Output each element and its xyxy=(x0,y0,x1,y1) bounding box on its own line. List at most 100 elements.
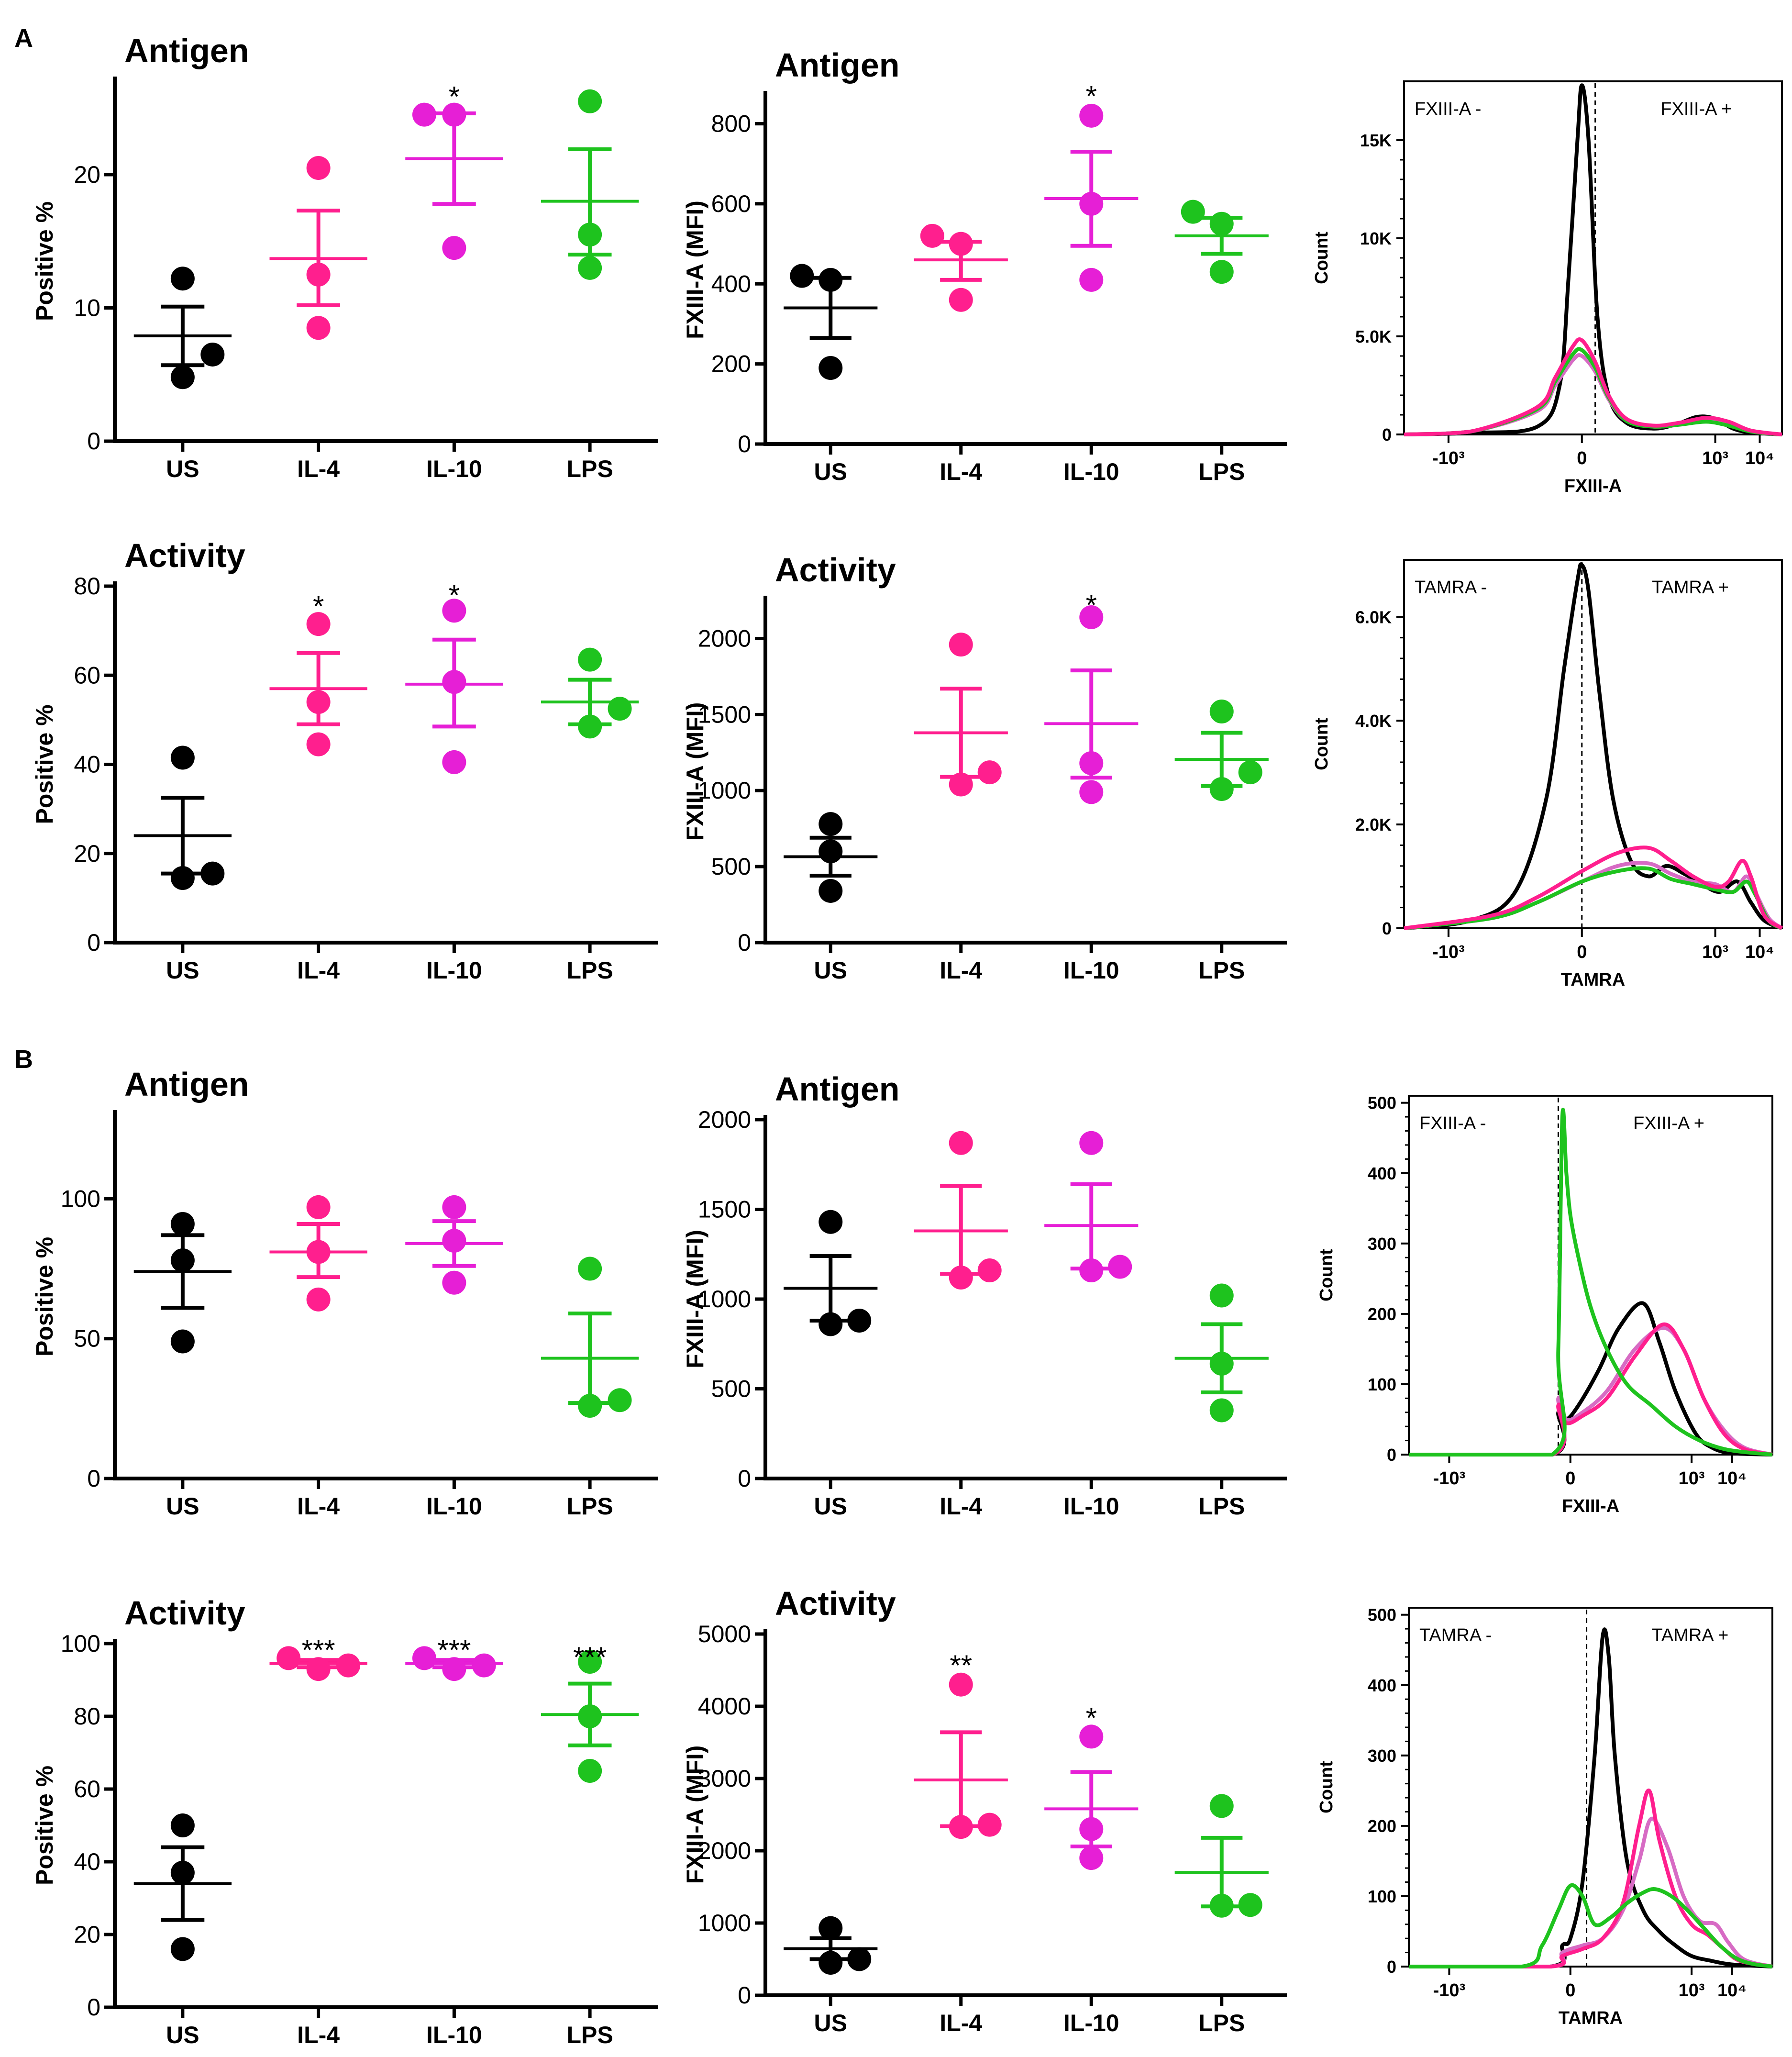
y-tick-label: 500 xyxy=(711,1376,751,1402)
series-us xyxy=(133,267,232,389)
data-point xyxy=(1079,1131,1104,1155)
series-il-4 xyxy=(914,1131,1008,1290)
y-tick-label: 200 xyxy=(1368,1304,1396,1324)
x-tick-label: IL-10 xyxy=(1063,458,1119,485)
x-tick-label: LPS xyxy=(567,2022,613,2048)
data-point xyxy=(1209,1283,1234,1308)
y-tick-label: 1000 xyxy=(698,777,751,804)
y-tick-label: 500 xyxy=(1368,1093,1396,1113)
series-lps xyxy=(1174,699,1269,801)
data-point xyxy=(306,1240,331,1264)
gate-negative-label: TAMRA - xyxy=(1415,578,1487,598)
y-tick-label: 20 xyxy=(74,840,100,867)
x-axis-label: TAMRA xyxy=(1561,970,1625,990)
significance-mark: *** xyxy=(573,1641,607,1673)
y-axis-label: Positive % xyxy=(31,201,58,321)
y-tick-label: 2.0K xyxy=(1355,815,1392,834)
y-axis-label: Count xyxy=(1316,1761,1337,1813)
x-tick-label: -10³ xyxy=(1432,448,1465,468)
x-axis-label: TAMRA xyxy=(1559,2008,1623,2028)
x-tick-label: LPS xyxy=(567,1493,613,1520)
series-lps xyxy=(541,89,639,280)
y-tick-label: 600 xyxy=(711,190,751,217)
data-point xyxy=(949,1266,973,1290)
gate-negative-label: FXIII-A - xyxy=(1419,1113,1486,1134)
scatter-plot-1: 0 10 20 US IL-4 IL-10 LPS Antigen Positive % * xyxy=(31,32,658,482)
data-point xyxy=(819,267,843,292)
y-tick-label: 20 xyxy=(74,1921,100,1948)
data-point xyxy=(200,342,225,367)
series-il-10 xyxy=(1044,103,1139,292)
plot-frame xyxy=(1408,1095,1773,1456)
x-tick-label: 10⁴ xyxy=(1745,942,1774,962)
y-axis-label: FXIII-A (MFI) xyxy=(682,1746,708,1884)
data-point xyxy=(200,861,225,886)
plot-frame xyxy=(1408,1607,1773,1968)
x-tick-label: IL-10 xyxy=(426,456,482,482)
data-point xyxy=(949,1131,973,1155)
y-tick-label: 0 xyxy=(87,929,100,956)
y-tick-label: 0 xyxy=(1382,919,1392,938)
x-tick-label: IL-10 xyxy=(426,2022,482,2048)
gate-positive-label: FXIII-A + xyxy=(1633,1113,1704,1134)
data-point xyxy=(977,1258,1002,1282)
histogram-curve-il-4 xyxy=(1404,845,1783,930)
scatter-plot-2: 0 200 400 600 800 US IL-4 IL-10 LPS Antigen FXIII-… xyxy=(682,46,1287,485)
y-tick-label: 10K xyxy=(1360,229,1392,248)
data-point xyxy=(170,1329,195,1354)
chart-title: Activity xyxy=(775,551,896,589)
y-axis-label: Positive % xyxy=(31,1237,58,1357)
y-axis-label: Count xyxy=(1312,232,1332,284)
series-il-4 xyxy=(269,1646,367,1681)
series-lps xyxy=(541,1256,639,1418)
x-tick-label: IL-4 xyxy=(297,957,340,984)
histogram-curve-il-10 xyxy=(1408,1326,1773,1457)
data-point xyxy=(1079,1817,1104,1841)
x-tick-label: 0 xyxy=(1565,1468,1575,1489)
y-tick-label: 300 xyxy=(1368,1234,1396,1254)
histogram-curve-us xyxy=(1409,1627,1773,1969)
gate-negative-label: FXIII-A - xyxy=(1415,99,1481,119)
data-point xyxy=(819,1210,843,1234)
data-point xyxy=(1209,1352,1234,1376)
y-tick-label: 500 xyxy=(1368,1605,1396,1625)
y-tick-label: 40 xyxy=(74,1848,100,1875)
data-point xyxy=(306,262,331,287)
data-point xyxy=(1209,211,1234,236)
x-tick-label: IL-4 xyxy=(940,458,982,485)
x-tick-label: US xyxy=(814,2010,847,2036)
histogram-4: 0 100 200 300 400 500 -10³ 0 10³ 10⁴ TAMRA Count TAM… xyxy=(1316,1605,1773,2028)
y-axis-label: FXIII-A (MFI) xyxy=(682,702,708,841)
series-us xyxy=(784,1210,878,1336)
x-axis-label: FXIII-A xyxy=(1564,476,1622,496)
data-point xyxy=(170,1248,195,1272)
data-point xyxy=(819,1916,843,1940)
histogram-curve-il-4 xyxy=(1408,1322,1773,1457)
data-point xyxy=(1079,780,1104,804)
y-tick-label: 0 xyxy=(87,428,100,455)
y-tick-label: 1000 xyxy=(698,1910,751,1936)
scatter-plot-3: 0 20 40 60 80 US IL-4 IL-10 LPS Activity Positive … xyxy=(31,537,658,984)
x-tick-label: IL-10 xyxy=(1063,1493,1119,1520)
data-point xyxy=(412,102,436,127)
scatter-plot-7: 0 20 40 60 80 100 US IL-4 IL-10 LPS Activity Positi… xyxy=(31,1594,658,2048)
x-tick-label: US xyxy=(166,2022,199,2048)
data-point xyxy=(1079,103,1104,128)
gate-negative-label: TAMRA - xyxy=(1419,1625,1492,1646)
y-tick-label: 400 xyxy=(711,270,751,297)
series-il-4 xyxy=(269,156,367,340)
data-point xyxy=(819,1312,843,1336)
y-tick-label: 0 xyxy=(738,431,751,457)
series-us xyxy=(133,1212,232,1354)
histogram-1: 0 5.0K 10K 15K -10³ 0 10³ 10⁴ FXIII-A Count FXIII-… xyxy=(1312,80,1783,496)
x-tick-label: -10³ xyxy=(1433,1468,1466,1489)
significance-mark: *** xyxy=(437,1634,471,1666)
series-us xyxy=(784,264,878,380)
data-point xyxy=(442,670,466,694)
chart-title: Activity xyxy=(775,1585,896,1622)
y-tick-label: 50 xyxy=(74,1325,100,1352)
x-tick-label: LPS xyxy=(1198,957,1245,984)
data-point xyxy=(1079,605,1104,629)
data-point xyxy=(578,222,602,247)
